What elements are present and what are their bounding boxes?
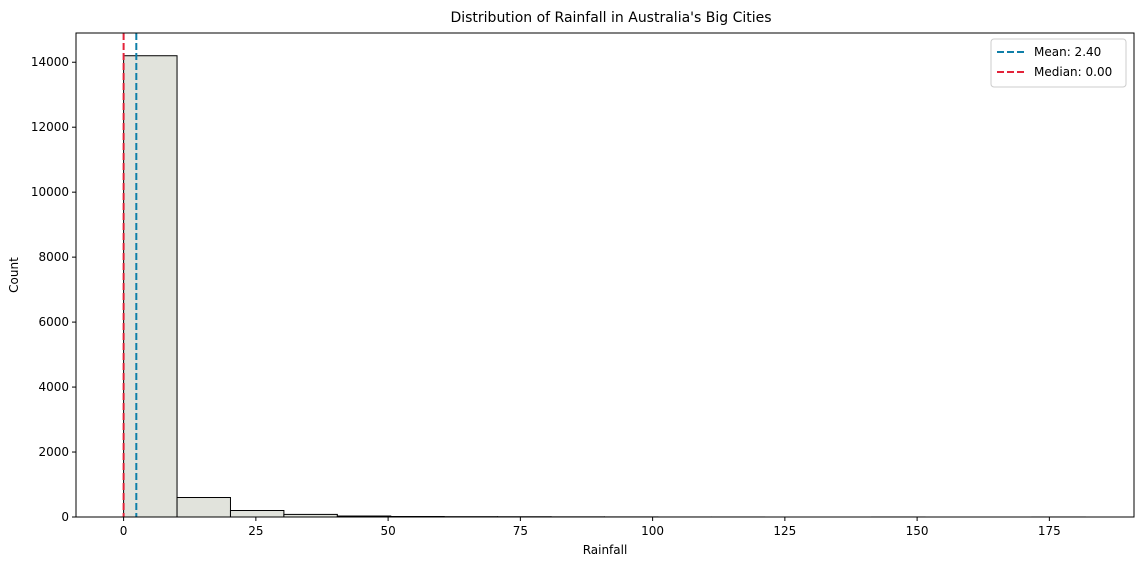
y-tick-label: 2000 [38,445,69,459]
plot-frame [75,32,1135,518]
histogram-bars [123,55,1086,518]
x-tick-label: 0 [120,524,128,538]
x-tick-label: 50 [380,524,395,538]
histogram-bar [123,55,178,518]
legend-label: Mean: 2.40 [1034,45,1101,59]
histogram-bar [229,510,285,518]
x-tick-label: 25 [248,524,263,538]
y-tick-label: 0 [61,510,69,524]
legend: Mean: 2.40 Median: 0.00 [990,38,1127,88]
y-tick-label: 6000 [38,315,69,329]
x-axis-ticks: 0 25 50 75 100 125 150 175 [120,517,1061,538]
x-tick-label: 75 [513,524,528,538]
y-tick-label: 4000 [38,380,69,394]
x-tick-label: 175 [1038,524,1061,538]
chart-title: Distribution of Rainfall in Australia's … [450,10,771,26]
y-tick-label: 8000 [38,250,69,264]
histogram-bar [176,497,231,518]
y-axis-label: Count [7,257,21,293]
y-tick-label: 10000 [31,185,69,199]
x-tick-label: 100 [641,524,664,538]
x-tick-label: 150 [906,524,929,538]
legend-box [990,38,1127,88]
reference-lines [122,33,138,517]
x-tick-label: 125 [773,524,796,538]
x-axis-label: Rainfall [583,543,628,557]
y-tick-label: 14000 [31,55,69,69]
y-axis-ticks: 0 2000 4000 6000 8000 10000 12000 14000 [31,55,76,524]
legend-label: Median: 0.00 [1034,65,1112,79]
y-tick-label: 12000 [31,120,69,134]
